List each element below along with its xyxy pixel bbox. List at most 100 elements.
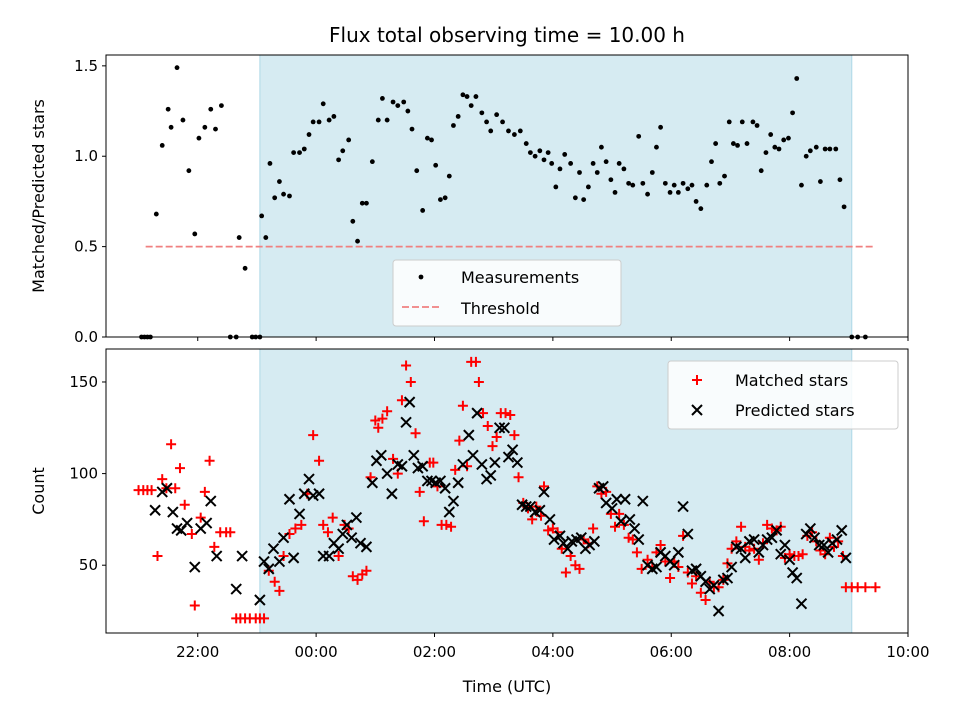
data-point bbox=[384, 117, 390, 123]
legend-bottom: Matched stars Predicted stars bbox=[667, 360, 899, 430]
data-point bbox=[331, 114, 337, 119]
x-tick-label: 00:00 bbox=[295, 643, 338, 661]
data-point bbox=[196, 135, 202, 141]
data-point bbox=[775, 548, 787, 560]
data-point bbox=[350, 218, 356, 224]
data-point bbox=[572, 195, 578, 201]
data-point bbox=[274, 585, 285, 596]
data-point bbox=[354, 537, 367, 549]
data-point bbox=[293, 508, 306, 520]
data-point bbox=[498, 422, 511, 434]
y-tick-label: 1.0 bbox=[74, 147, 98, 165]
data-point bbox=[690, 563, 702, 575]
data-point bbox=[318, 519, 329, 530]
data-point bbox=[599, 144, 604, 150]
data-point bbox=[482, 420, 493, 431]
chart-title: Flux total observing time = 10.00 h bbox=[329, 23, 685, 47]
data-point bbox=[610, 521, 621, 532]
data-point bbox=[562, 152, 568, 157]
data-point bbox=[631, 547, 642, 558]
data-point bbox=[500, 408, 511, 419]
data-point bbox=[405, 376, 416, 387]
data-point bbox=[581, 197, 587, 203]
data-point bbox=[776, 146, 782, 152]
legend-label-matched: Matched stars bbox=[735, 371, 848, 390]
data-point bbox=[750, 119, 756, 125]
data-point bbox=[421, 475, 434, 487]
data-point bbox=[588, 535, 601, 548]
x-tick-label: 08:00 bbox=[768, 643, 811, 661]
data-point bbox=[763, 150, 769, 156]
axes-frame bbox=[105, 348, 909, 634]
data-point bbox=[186, 529, 197, 540]
data-point bbox=[709, 159, 714, 165]
data-point bbox=[650, 561, 663, 573]
x-tick-label: 10:00 bbox=[886, 643, 929, 661]
data-point bbox=[373, 422, 384, 433]
data-point bbox=[554, 530, 566, 542]
data-point bbox=[795, 597, 808, 610]
data-point bbox=[205, 495, 217, 507]
data-point bbox=[672, 546, 685, 559]
data-point bbox=[396, 395, 407, 406]
data-point bbox=[603, 159, 609, 165]
data-point bbox=[159, 142, 165, 148]
data-point bbox=[179, 499, 190, 510]
data-point bbox=[283, 493, 296, 505]
data-point bbox=[174, 65, 180, 71]
data-point bbox=[768, 132, 774, 137]
data-point bbox=[209, 541, 220, 552]
data-point bbox=[713, 141, 719, 146]
data-point bbox=[296, 519, 307, 530]
data-point bbox=[553, 184, 559, 190]
data-point bbox=[375, 449, 387, 461]
data-point bbox=[308, 430, 319, 441]
data-point bbox=[189, 561, 201, 573]
data-point bbox=[807, 148, 813, 154]
data-point bbox=[699, 575, 712, 588]
data-point bbox=[451, 123, 456, 128]
data-point bbox=[560, 567, 571, 578]
data-point bbox=[153, 211, 159, 217]
data-point bbox=[614, 508, 625, 519]
data-point bbox=[443, 506, 455, 518]
legend-box bbox=[392, 259, 622, 327]
data-point bbox=[230, 583, 242, 595]
data-point bbox=[377, 413, 388, 424]
data-point bbox=[452, 477, 464, 489]
data-point bbox=[346, 137, 352, 143]
data-point bbox=[612, 189, 618, 195]
data-point bbox=[758, 168, 764, 174]
data-point bbox=[442, 195, 448, 201]
legend-top: Measurements Threshold bbox=[392, 259, 622, 327]
data-point bbox=[200, 517, 213, 529]
data-point bbox=[186, 168, 192, 174]
data-point bbox=[770, 524, 783, 537]
data-point bbox=[677, 500, 689, 513]
data-point bbox=[606, 502, 618, 515]
data-point bbox=[813, 539, 825, 551]
data-point bbox=[744, 141, 750, 146]
data-point bbox=[726, 119, 732, 125]
data-point bbox=[544, 513, 556, 526]
data-point bbox=[359, 200, 365, 206]
data-point bbox=[621, 166, 627, 172]
data-point bbox=[263, 235, 269, 240]
data-point bbox=[822, 146, 828, 152]
data-point bbox=[258, 555, 270, 568]
data-point bbox=[511, 456, 524, 469]
legend-label-threshold: Threshold bbox=[460, 299, 540, 318]
data-point bbox=[693, 199, 699, 204]
data-point bbox=[446, 173, 452, 179]
data-point bbox=[630, 182, 636, 188]
data-point bbox=[689, 182, 695, 188]
data-point bbox=[236, 550, 248, 562]
data-point bbox=[301, 146, 307, 152]
data-point bbox=[473, 376, 484, 387]
data-point bbox=[414, 168, 420, 174]
data-point bbox=[654, 144, 659, 150]
data-point bbox=[340, 148, 346, 154]
data-point bbox=[310, 119, 316, 125]
data-point bbox=[680, 180, 686, 186]
